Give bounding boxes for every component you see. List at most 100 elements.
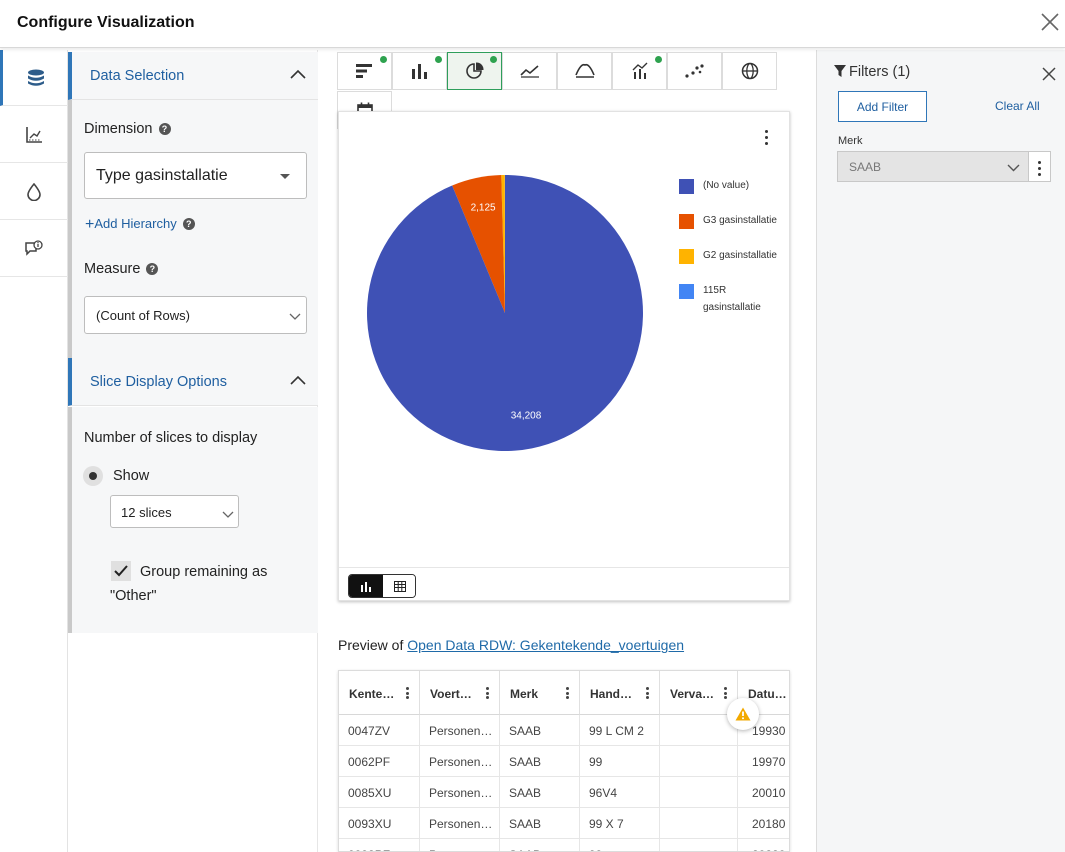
table-cell: SAAB — [500, 715, 580, 746]
table-cell: Personen… — [420, 808, 500, 839]
column-menu-icon[interactable] — [406, 687, 409, 699]
dimension-select[interactable]: Type gasinstallatie — [84, 152, 307, 199]
column-menu-icon[interactable] — [724, 687, 727, 699]
chevron-down-icon — [222, 511, 234, 518]
legend-label[interactable]: gasinstallatie — [703, 302, 761, 313]
chart-type-bar-vertical[interactable] — [392, 52, 447, 90]
table-cell: SAAB — [500, 839, 580, 851]
view-toggle[interactable] — [348, 574, 416, 598]
dataset-link[interactable]: Open Data RDW: Gekentekende_voertuigen — [407, 637, 685, 653]
show-label: Show — [113, 468, 150, 484]
warning-button[interactable] — [727, 698, 759, 730]
rail-data-tab[interactable] — [0, 50, 68, 106]
table-cell: 20180 — [738, 808, 789, 839]
group-remaining-checkbox[interactable] — [111, 561, 131, 581]
column-header[interactable]: Hand… — [580, 671, 660, 715]
legend-label[interactable]: G2 gasinstallatie — [703, 250, 777, 261]
column-menu-icon[interactable] — [566, 687, 569, 699]
legend-swatch[interactable] — [679, 214, 694, 229]
pie-chart[interactable]: 2,125 34,208 — [339, 112, 789, 567]
pie-chart-icon — [465, 62, 484, 79]
help-icon[interactable]: ? — [146, 263, 159, 275]
legend-swatch[interactable] — [679, 249, 694, 264]
dialog-header: Configure Visualization — [0, 0, 1065, 48]
plus-icon: + — [85, 216, 95, 233]
chart-type-bar-horizontal[interactable] — [337, 52, 392, 90]
chart-card: 2,125 34,208 (No value) G3 gasinstallatie G… — [338, 111, 790, 601]
preview-table: Kente… 0047ZV0062PF0085XU0093XU0098PF Voer… — [338, 670, 790, 852]
chevron-up-icon — [290, 375, 306, 385]
combo-chart-icon — [632, 62, 647, 79]
filter-options-button[interactable] — [1029, 151, 1051, 182]
column-header[interactable]: Datu… — [738, 671, 789, 715]
column-menu-icon[interactable] — [646, 687, 649, 699]
group-other-label: "Other" — [110, 588, 157, 604]
pie-slice-g3-gasinstallatie[interactable] — [452, 175, 505, 313]
filter-icon — [834, 65, 846, 77]
chart-type-area[interactable] — [557, 52, 612, 90]
legend-label[interactable]: G3 gasinstallatie — [703, 215, 777, 226]
pie-slice-no-value[interactable] — [367, 175, 643, 452]
chart-type-pie[interactable] — [447, 52, 502, 90]
table-icon — [394, 580, 406, 592]
chart-footer — [339, 567, 789, 601]
add-filter-button[interactable]: Add Filter — [838, 91, 927, 122]
close-icon[interactable] — [1042, 67, 1056, 81]
table-cell — [660, 746, 738, 777]
line-chart-icon — [519, 65, 539, 78]
column-header-label: Merk — [510, 687, 539, 701]
rail-info-tab[interactable] — [0, 221, 68, 277]
table-cell: 0062PF — [339, 746, 420, 777]
check-icon — [114, 565, 128, 577]
column-header-label: Verva… — [670, 687, 715, 701]
legend-label[interactable]: 115R — [703, 285, 727, 296]
data-selection-header[interactable]: Data Selection — [68, 52, 318, 100]
legend-swatch[interactable] — [679, 284, 694, 299]
column-header-label: Hand… — [590, 687, 632, 701]
chart-type-line[interactable] — [502, 52, 557, 90]
chart-type-map[interactable] — [722, 52, 777, 90]
table-cell: 19970 — [738, 746, 789, 777]
table-cell: 20220 — [738, 839, 789, 851]
slice-options-header[interactable]: Slice Display Options — [68, 358, 318, 406]
table-cell: 0047ZV — [339, 715, 420, 746]
active-dot — [380, 56, 387, 63]
show-radio[interactable] — [83, 466, 103, 486]
column-menu-icon[interactable] — [486, 687, 489, 699]
table-cell — [660, 839, 738, 851]
dimension-label: Dimension? — [84, 121, 171, 137]
merk-filter-select[interactable]: SAAB — [837, 151, 1029, 182]
globe-icon — [741, 62, 758, 80]
filter-field-label: Merk — [838, 135, 863, 147]
close-icon[interactable] — [1039, 11, 1061, 33]
slice-value-label: 34,208 — [511, 411, 542, 422]
column-header[interactable]: Kente… — [339, 671, 420, 715]
bar-chart-icon — [411, 64, 427, 79]
chart-view-button[interactable] — [349, 575, 383, 597]
column-header[interactable]: Voert… — [420, 671, 500, 715]
measure-select[interactable]: (Count of Rows) — [84, 296, 307, 334]
bar-horizontal-icon — [355, 64, 372, 78]
clear-all-link[interactable]: Clear All — [995, 99, 1040, 113]
help-icon[interactable]: ? — [158, 123, 171, 135]
rail-axes-tab[interactable] — [0, 107, 68, 163]
pie-slice-g2-gasinstallatie[interactable] — [501, 175, 505, 313]
chevron-up-icon — [290, 69, 306, 79]
column-header[interactable]: Merk — [500, 671, 580, 715]
add-hierarchy-link[interactable]: +Add Hierarchy? — [85, 216, 195, 234]
chart-type-combo[interactable] — [612, 52, 667, 90]
column-header[interactable]: Verva… — [660, 671, 738, 715]
legend-label[interactable]: (No value) — [703, 180, 750, 191]
table-cell: Personen… — [420, 839, 500, 851]
chart-menu-icon[interactable] — [765, 130, 769, 146]
rail-style-tab[interactable] — [0, 164, 68, 220]
table-cell: 0093XU — [339, 808, 420, 839]
side-rail — [0, 50, 68, 852]
table-cell: 96V4 — [580, 777, 660, 808]
slices-select[interactable]: 12 slices — [110, 495, 239, 528]
legend-swatch[interactable] — [679, 179, 694, 194]
chart-type-scatter[interactable] — [667, 52, 722, 90]
table-cell: 99 — [580, 746, 660, 777]
help-icon[interactable]: ? — [182, 218, 195, 230]
table-view-button[interactable] — [383, 575, 415, 597]
